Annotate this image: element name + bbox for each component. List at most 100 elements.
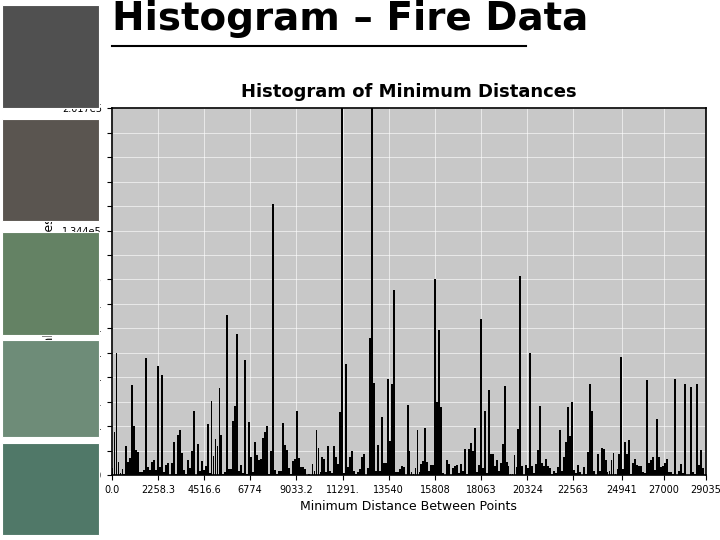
Bar — [112, 468, 114, 475]
Bar — [577, 464, 579, 475]
Bar — [436, 402, 438, 475]
Bar — [632, 463, 634, 475]
Bar — [381, 417, 383, 475]
Bar — [652, 457, 654, 475]
Bar — [484, 411, 486, 475]
Bar — [185, 474, 186, 475]
Bar — [458, 474, 460, 475]
X-axis label: Minimum Distance Between Points: Minimum Distance Between Points — [300, 501, 517, 514]
Bar — [235, 407, 236, 475]
Bar — [480, 319, 482, 475]
Bar — [339, 411, 341, 475]
Bar — [660, 468, 662, 475]
Bar — [415, 468, 416, 475]
Bar — [513, 455, 516, 475]
Bar — [488, 390, 490, 475]
Bar — [140, 472, 141, 475]
Bar — [177, 435, 179, 475]
Bar — [217, 447, 218, 475]
Bar — [565, 442, 567, 475]
Bar — [286, 449, 288, 475]
Bar — [125, 447, 127, 475]
Bar — [230, 469, 233, 475]
Bar — [648, 463, 650, 475]
Bar — [302, 467, 304, 475]
Bar — [373, 383, 375, 475]
Bar — [186, 460, 189, 475]
Bar — [431, 465, 432, 475]
Bar — [410, 472, 413, 475]
Bar — [563, 456, 565, 475]
Bar — [248, 422, 250, 475]
Bar — [141, 472, 143, 475]
Bar — [363, 454, 365, 475]
Bar — [511, 474, 513, 475]
Bar — [333, 446, 336, 475]
Bar — [369, 338, 371, 475]
Bar — [409, 451, 410, 475]
Bar — [349, 457, 351, 475]
Bar — [153, 460, 155, 475]
Bar — [345, 364, 347, 475]
Bar — [383, 463, 384, 475]
Bar — [470, 443, 472, 475]
Bar — [294, 458, 296, 475]
Bar — [355, 474, 357, 475]
Bar — [605, 460, 606, 475]
Bar — [621, 357, 622, 475]
Bar — [325, 472, 328, 475]
Bar — [274, 470, 276, 475]
Bar — [611, 460, 613, 475]
Bar — [270, 451, 272, 475]
Bar — [122, 469, 123, 475]
Bar — [647, 380, 648, 475]
Bar — [115, 353, 117, 475]
Bar — [391, 384, 392, 475]
Bar — [367, 468, 369, 475]
Bar — [666, 459, 668, 475]
Bar — [347, 467, 349, 475]
Bar — [264, 432, 266, 475]
Bar — [693, 474, 696, 475]
Bar — [155, 470, 157, 475]
Bar — [328, 447, 329, 475]
Bar — [454, 465, 456, 475]
Bar — [272, 204, 274, 475]
Bar — [650, 460, 652, 475]
Bar — [298, 458, 300, 475]
Bar — [545, 459, 547, 475]
Bar — [518, 429, 519, 475]
Bar — [343, 473, 345, 475]
Bar — [539, 406, 541, 475]
Bar — [242, 474, 244, 475]
Bar — [446, 460, 448, 475]
Bar — [490, 454, 492, 475]
Bar — [434, 280, 436, 475]
Bar — [482, 468, 484, 475]
Bar — [555, 472, 557, 475]
Bar — [634, 459, 636, 475]
Bar — [478, 465, 480, 475]
Bar — [553, 471, 555, 475]
Bar — [448, 464, 450, 475]
Bar — [145, 358, 147, 475]
Bar — [502, 444, 503, 475]
Bar — [464, 449, 466, 475]
Bar — [157, 366, 159, 475]
Bar — [189, 468, 191, 475]
Bar — [124, 474, 125, 475]
Bar — [541, 463, 543, 475]
Bar — [573, 470, 575, 475]
Bar — [222, 474, 225, 475]
Bar — [331, 473, 333, 475]
Bar — [379, 471, 381, 475]
Bar — [579, 472, 581, 475]
Bar — [220, 435, 222, 475]
Bar — [682, 472, 684, 475]
Bar — [120, 472, 122, 475]
Bar — [616, 469, 618, 475]
Bar — [2, 443, 99, 535]
Bar — [413, 474, 415, 475]
Bar — [147, 467, 149, 475]
Bar — [492, 454, 494, 475]
